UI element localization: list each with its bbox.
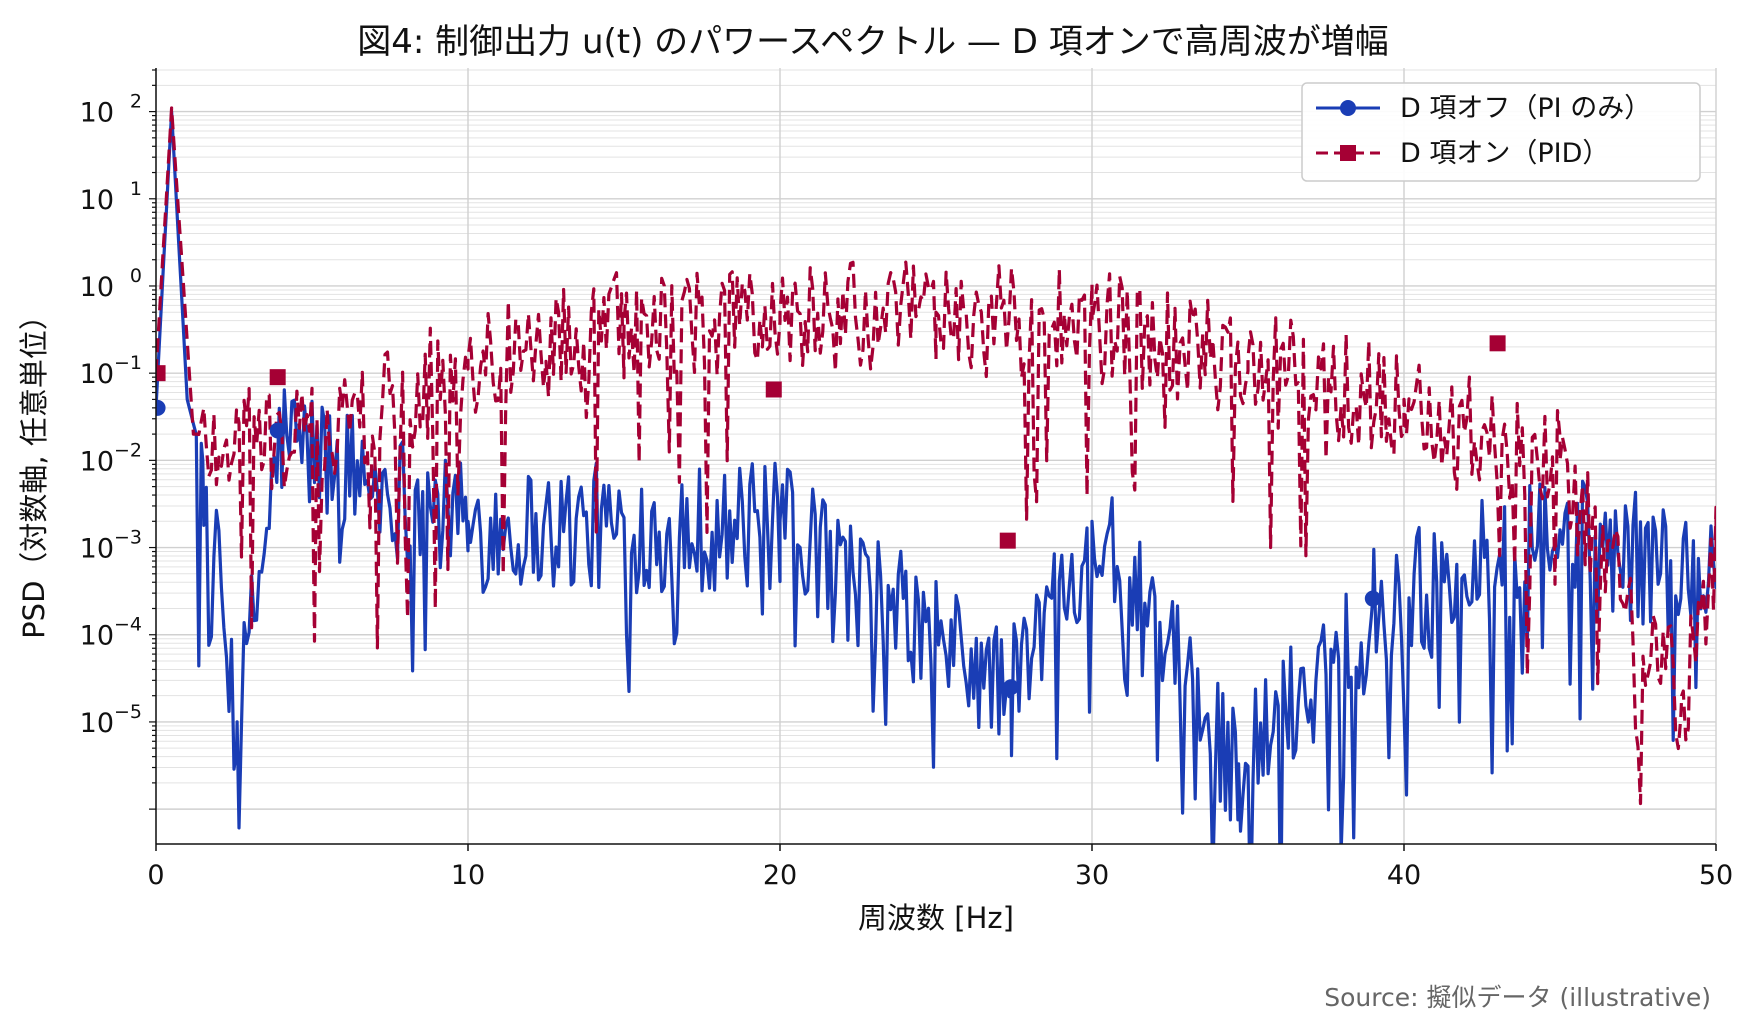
- y-tick-label: 10−2: [80, 439, 142, 477]
- y-tick-label: 10 1: [80, 178, 142, 216]
- series-line-d-off: [156, 110, 1716, 844]
- y-tick-label: 10−4: [80, 614, 142, 652]
- series-layer: [156, 106, 1716, 844]
- x-axis-label: 周波数 [Hz]: [858, 901, 1014, 935]
- axes: [155, 68, 1716, 845]
- y-axis-label: PSD（対数軸, 任意単位）: [17, 301, 51, 639]
- legend-label-d-on: D 項オン（PID）: [1400, 138, 1609, 169]
- series-marker-d-on: [999, 532, 1016, 549]
- series-marker-d-off: [1364, 590, 1381, 607]
- y-tick-label: 10 0: [80, 265, 142, 303]
- legend-label-d-off: D 項オフ（PI のみ）: [1400, 93, 1651, 124]
- y-tick-label: 10−5: [80, 701, 142, 739]
- series-line-d-on: [156, 106, 1716, 806]
- series-marker-d-off: [269, 422, 286, 439]
- y-tick-label: 10−1: [80, 352, 142, 390]
- series-marker-d-on: [269, 369, 286, 386]
- grid-lines: [155, 68, 1717, 844]
- series-marker-d-on: [765, 381, 782, 398]
- x-tick-label: 30: [1075, 860, 1109, 891]
- series-marker-d-off: [156, 399, 166, 416]
- y-tick-label: 10 2: [80, 91, 142, 129]
- legend-marker-d-off: [1340, 100, 1356, 116]
- x-tick-label: 10: [451, 860, 485, 891]
- series-marker-d-on: [156, 365, 166, 382]
- legend-marker-d-on: [1340, 145, 1356, 161]
- legend-box: [1301, 82, 1701, 182]
- chart-title: 図4: 制御出力 u(t) のパワースペクトル — D 項オンで高周波が増幅: [357, 22, 1389, 62]
- source-note: Source: 擬似データ (illustrative): [1324, 983, 1711, 1012]
- y-tick-label: 10−3: [80, 527, 142, 565]
- legend: D 項オフ（PI のみ） D 項オン（PID）: [1301, 82, 1701, 182]
- x-tick-label: 0: [147, 860, 164, 891]
- x-tick-label: 40: [1387, 860, 1421, 891]
- x-tick-label: 20: [763, 860, 797, 891]
- series-marker-d-on: [1489, 335, 1506, 352]
- x-tick-label: 50: [1699, 860, 1733, 891]
- series-marker-d-off: [1002, 679, 1019, 696]
